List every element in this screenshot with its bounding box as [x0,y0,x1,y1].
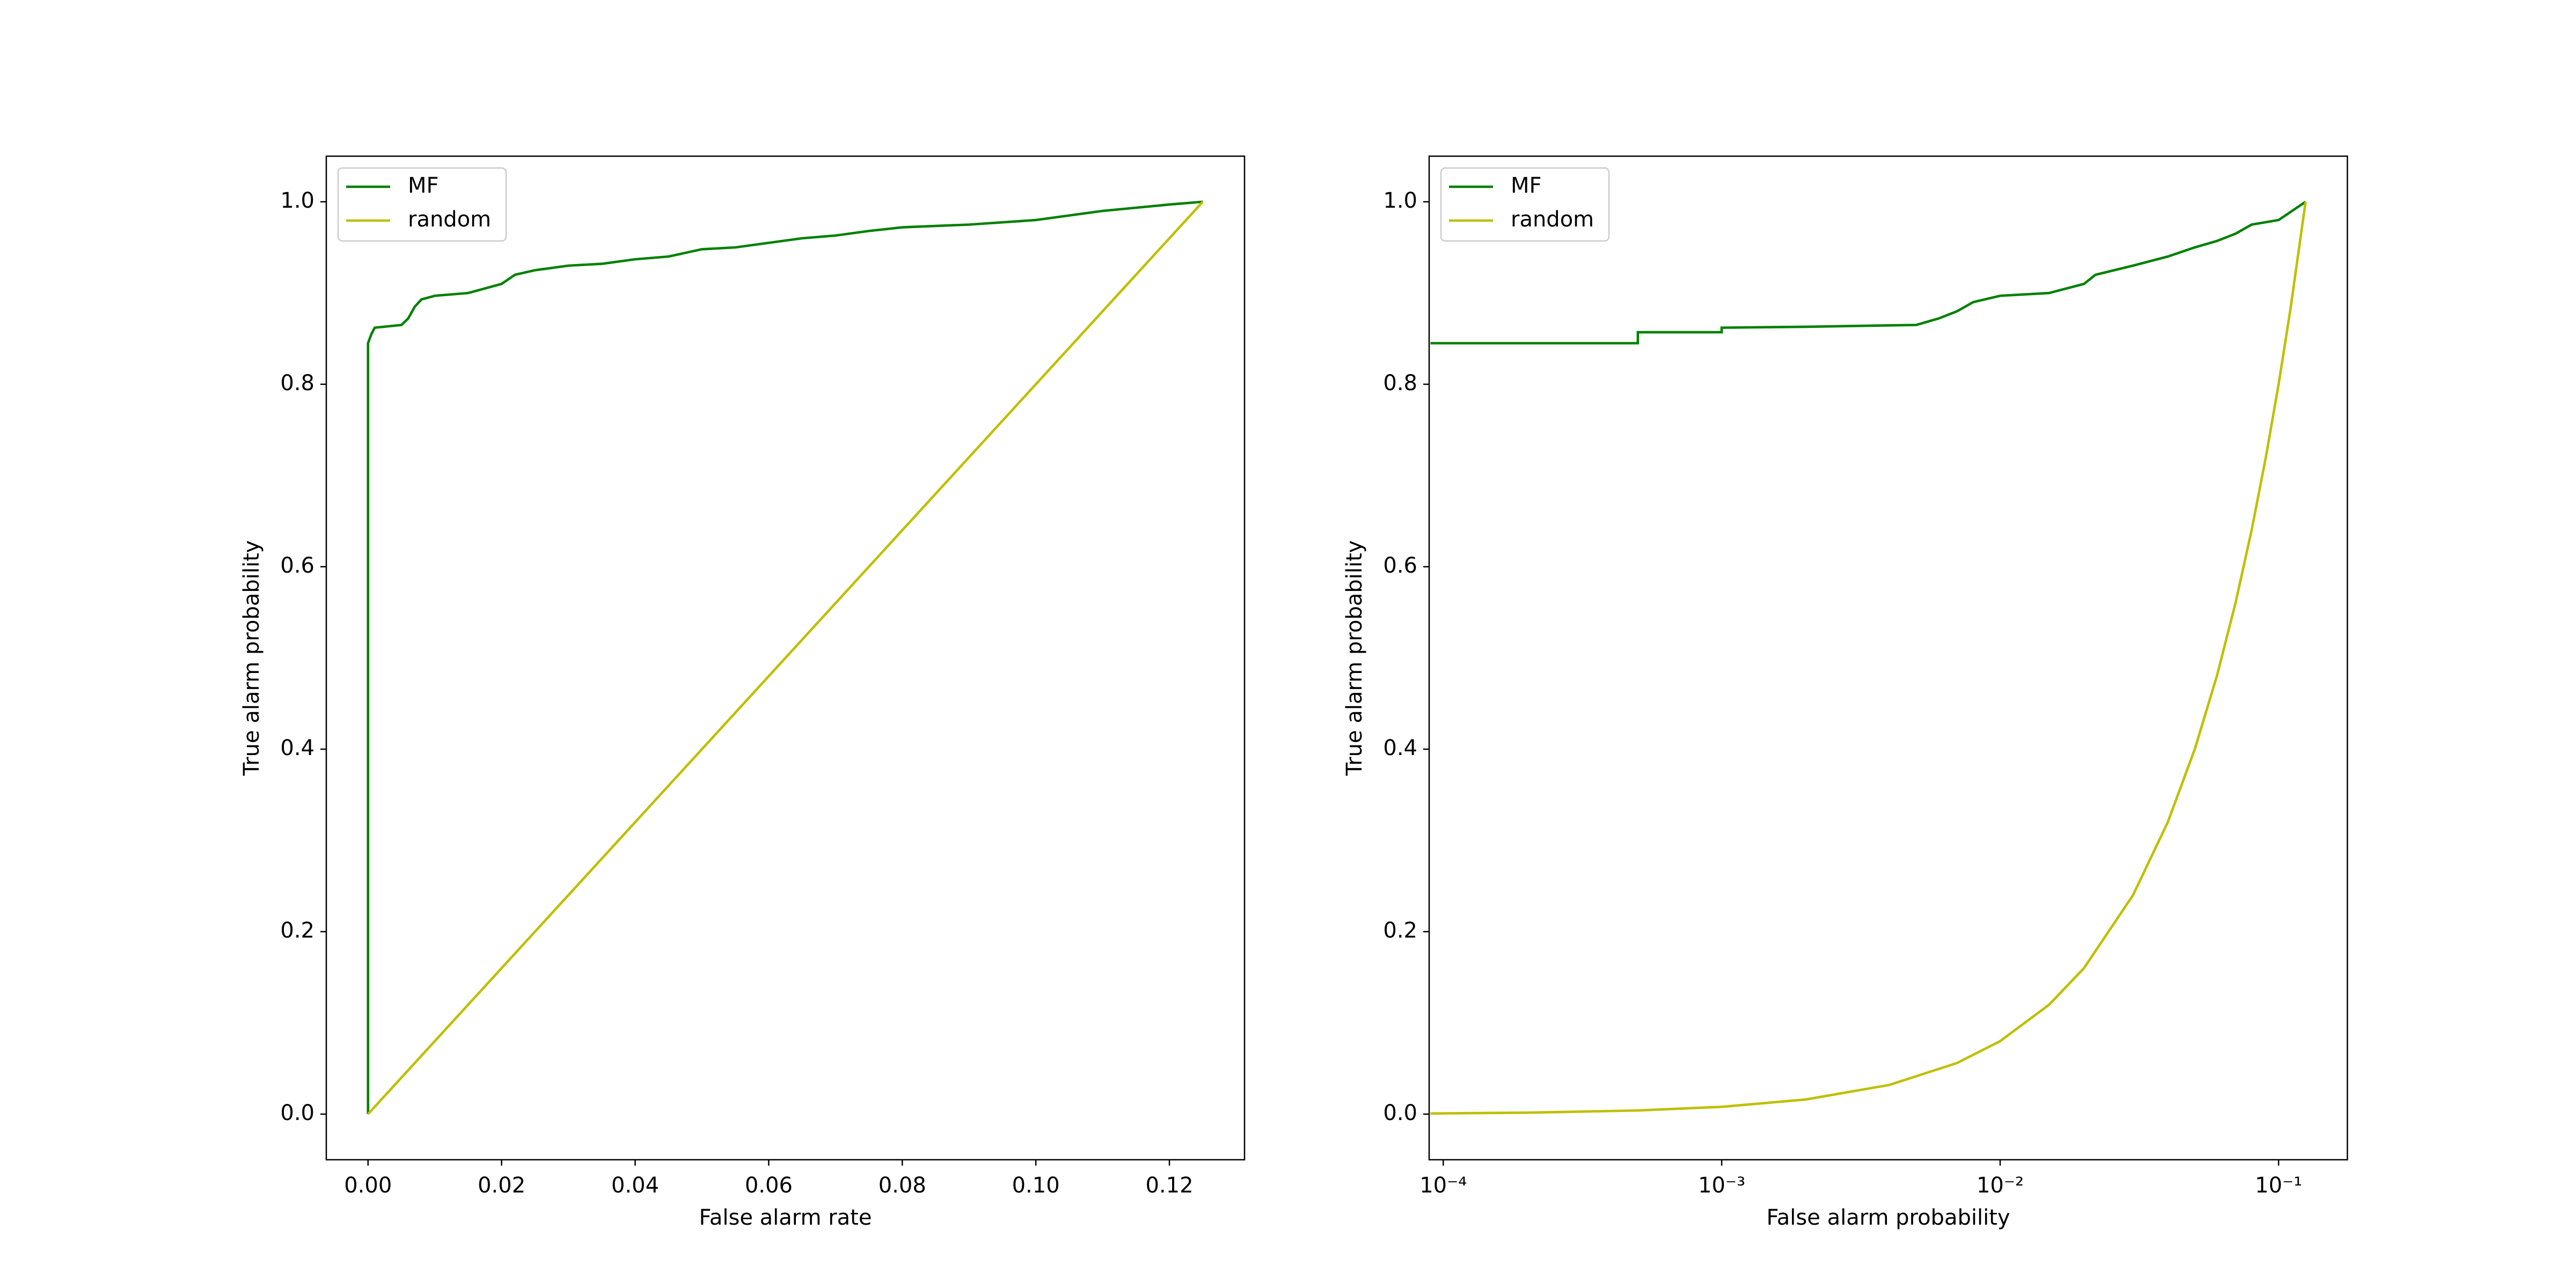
y-tick-label: 0.4 [1383,736,1417,760]
x-tick-label: 0.02 [478,1173,525,1198]
x-axis-label: False alarm probability [1766,1205,2010,1230]
y-tick-label: 0.0 [280,1101,314,1125]
y-tick-label: 0.2 [1383,918,1417,943]
x-tick-label: 10⁻³ [1698,1173,1745,1198]
legend-label: MF [1511,173,1542,198]
x-tick-label: 0.04 [611,1173,659,1198]
series-line [367,200,1203,1114]
x-tick-label: 0.00 [344,1173,392,1198]
x-tick-label: 10⁻¹ [2255,1173,2302,1198]
series-line [1430,201,2307,1115]
x-tick-label: 10⁻⁴ [1419,1173,1467,1198]
y-tick-label: 0.2 [280,918,314,943]
y-tick-label: 0.6 [1383,553,1417,578]
y-axis-label: True alarm probability [1342,540,1367,777]
y-tick-label: 1.0 [280,188,314,213]
legend-label: random [1511,207,1594,232]
axes-frame [1428,155,2348,1161]
x-tick-label: 0.12 [1145,1173,1193,1198]
y-tick-label: 0.4 [280,736,314,760]
y-tick-label: 0.6 [280,553,314,578]
series-line [367,201,1204,1115]
axes-frame [325,155,1246,1161]
series-line [1430,201,2307,345]
y-tick-label: 0.8 [1383,371,1417,396]
y-tick-label: 0.0 [1383,1101,1417,1125]
x-tick-label: 0.06 [745,1173,793,1198]
legend-label: MF [408,173,439,198]
y-tick-label: 0.8 [280,371,314,396]
legend-label: random [408,207,491,232]
y-tick-label: 1.0 [1383,188,1417,213]
x-axis-label: False alarm rate [699,1205,872,1230]
x-tick-label: 0.08 [879,1173,926,1198]
x-tick-label: 0.10 [1012,1173,1060,1198]
x-tick-label: 10⁻² [1977,1173,2024,1198]
y-axis-label: True alarm probability [239,540,264,777]
